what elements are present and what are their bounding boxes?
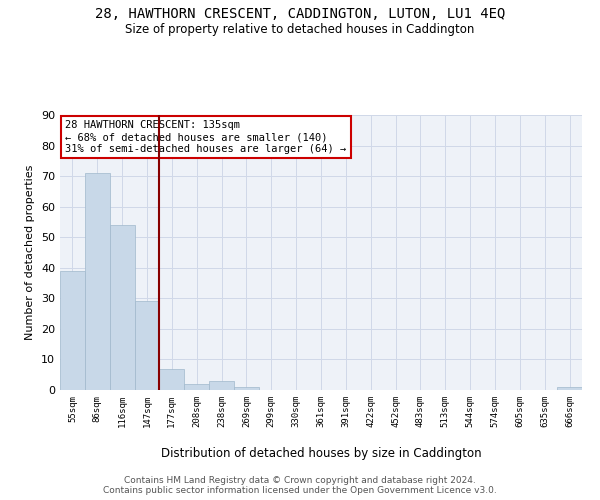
Bar [85,173,110,390]
Bar [160,368,184,390]
Text: Distribution of detached houses by size in Caddington: Distribution of detached houses by size … [161,448,481,460]
Y-axis label: Number of detached properties: Number of detached properties [25,165,35,340]
Bar [60,271,85,390]
Text: 28 HAWTHORN CRESCENT: 135sqm
← 68% of detached houses are smaller (140)
31% of s: 28 HAWTHORN CRESCENT: 135sqm ← 68% of de… [65,120,346,154]
Bar [234,387,259,390]
Text: Size of property relative to detached houses in Caddington: Size of property relative to detached ho… [125,22,475,36]
Bar [209,381,234,390]
Text: 28, HAWTHORN CRESCENT, CADDINGTON, LUTON, LU1 4EQ: 28, HAWTHORN CRESCENT, CADDINGTON, LUTON… [95,8,505,22]
Bar [557,387,582,390]
Bar [134,302,160,390]
Text: Contains HM Land Registry data © Crown copyright and database right 2024.
Contai: Contains HM Land Registry data © Crown c… [103,476,497,495]
Bar [110,225,134,390]
Bar [184,384,209,390]
